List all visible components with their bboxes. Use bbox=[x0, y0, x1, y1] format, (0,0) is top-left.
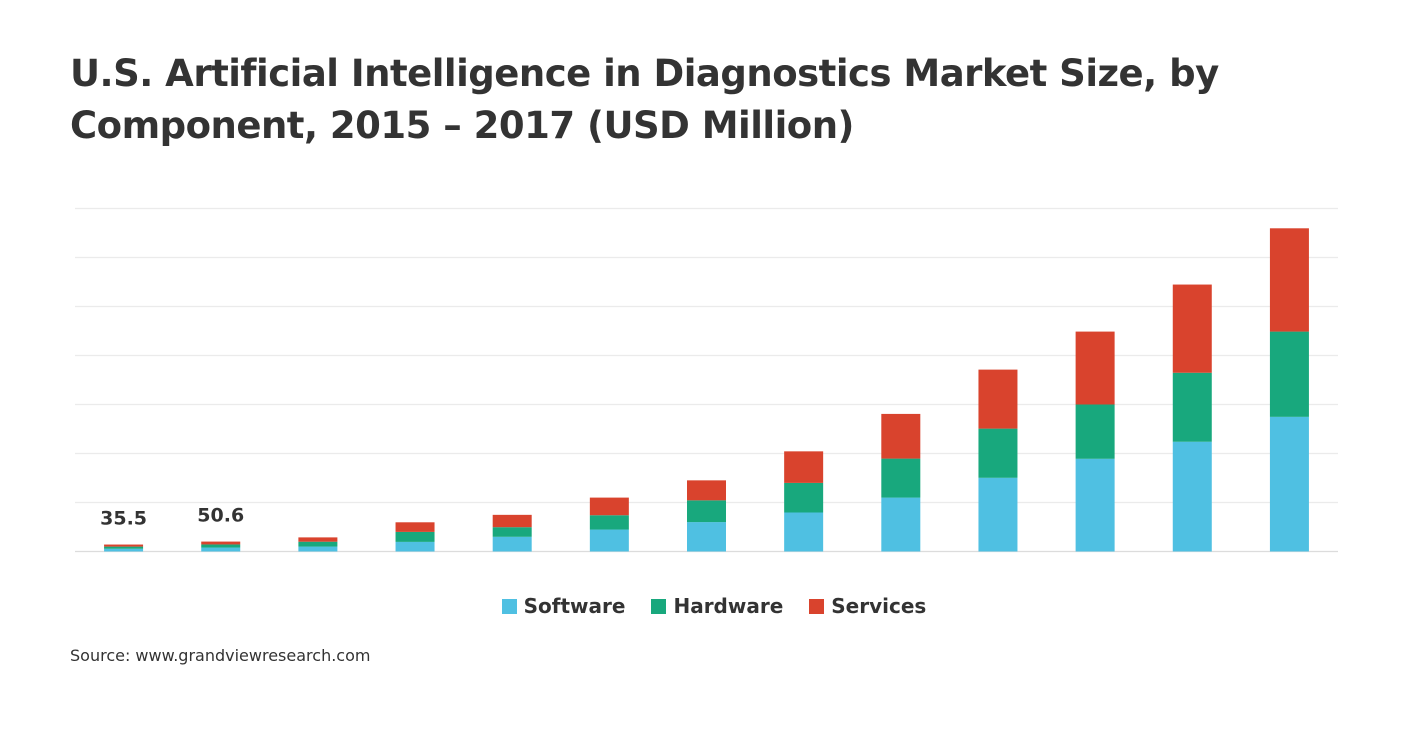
bar-hardware-12 bbox=[1269, 331, 1309, 417]
legend: Software Hardware Services bbox=[0, 594, 1428, 618]
bar-software-2 bbox=[298, 546, 338, 552]
bar-hardware-11 bbox=[1172, 372, 1212, 442]
bar-services-6 bbox=[687, 480, 726, 501]
bar-software-6 bbox=[687, 522, 726, 552]
legend-label: Services bbox=[831, 594, 927, 618]
bar-software-8 bbox=[881, 497, 921, 552]
bar-services-1 bbox=[201, 541, 241, 545]
bar-software-4 bbox=[492, 536, 532, 552]
bar-software-11 bbox=[1172, 441, 1212, 552]
chart-title: U.S. Artificial Intelligence in Diagnost… bbox=[70, 52, 1219, 147]
bar-software-0 bbox=[104, 548, 144, 552]
legend-item-hardware: Hardware bbox=[651, 594, 783, 618]
bar-software-7 bbox=[784, 512, 824, 552]
bar-services-11 bbox=[1172, 284, 1212, 373]
bar-services-2 bbox=[298, 537, 338, 542]
bar-services-3 bbox=[395, 522, 435, 532]
bar-hardware-6 bbox=[687, 500, 726, 523]
legend-label: Software bbox=[523, 594, 626, 618]
bar-hardware-10 bbox=[1075, 404, 1115, 459]
legend-swatch-services bbox=[809, 598, 825, 614]
bar-software-1 bbox=[201, 547, 241, 552]
bar-services-5 bbox=[589, 497, 629, 516]
bar-hardware-0 bbox=[104, 546, 144, 549]
legend-item-services: Services bbox=[809, 594, 926, 618]
legend-label: Hardware bbox=[673, 594, 784, 618]
bar-services-10 bbox=[1075, 331, 1115, 405]
legend-swatch-software bbox=[501, 598, 517, 614]
bar-services-7 bbox=[784, 451, 824, 483]
bar-hardware-7 bbox=[784, 482, 824, 513]
bar-hardware-5 bbox=[589, 515, 629, 530]
bar-hardware-1 bbox=[201, 544, 241, 548]
bar-software-9 bbox=[978, 477, 1018, 552]
legend-item-software: Software bbox=[501, 594, 626, 618]
data-label: 35.5 bbox=[100, 508, 147, 530]
bar-services-12 bbox=[1269, 228, 1309, 332]
bar-services-4 bbox=[492, 514, 532, 528]
bar-services-9 bbox=[978, 369, 1018, 429]
bar-hardware-9 bbox=[978, 428, 1018, 478]
bar-software-12 bbox=[1269, 416, 1309, 552]
stacked-bar-chart: 35.5 50.6 bbox=[75, 207, 1338, 553]
data-label: 50.6 bbox=[197, 505, 244, 527]
bar-software-3 bbox=[395, 541, 435, 552]
source-note: Source: www.grandviewresearch.com bbox=[70, 646, 371, 665]
bar-hardware-8 bbox=[881, 458, 921, 498]
legend-swatch-hardware bbox=[651, 598, 667, 614]
bar-hardware-4 bbox=[492, 527, 532, 537]
bar-services-0 bbox=[104, 544, 144, 547]
bar-services-8 bbox=[881, 413, 921, 459]
bar-hardware-2 bbox=[298, 541, 338, 547]
bar-software-10 bbox=[1075, 458, 1115, 552]
bar-software-5 bbox=[589, 529, 629, 552]
bar-hardware-3 bbox=[395, 531, 435, 542]
